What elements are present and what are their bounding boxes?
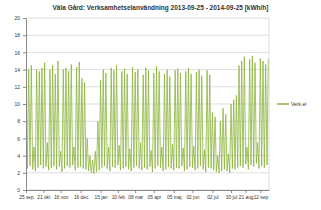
- y-tick-mark: [23, 104, 26, 105]
- y-axis: 0 2 4 6 8 10 12 14 16 18 20: [14, 15, 26, 193]
- y-tick: 6: [17, 136, 26, 142]
- y-tick-mark: [23, 87, 26, 88]
- x-tick: 16 dec: [74, 190, 89, 200]
- x-tick: 21 okt: [37, 190, 51, 200]
- grid-line: [26, 190, 269, 191]
- x-tick-mark: [43, 190, 44, 193]
- x-tick-mark: [260, 190, 261, 193]
- x-tick-label: 21 aug: [239, 195, 254, 200]
- x-tick: 16 nov: [54, 190, 69, 200]
- y-tick: 14: [14, 67, 26, 73]
- y-tick-label: 4: [17, 153, 20, 159]
- x-tick: 15 jan: [95, 190, 108, 200]
- y-tick: 0: [17, 187, 26, 193]
- x-tick-mark: [231, 190, 232, 193]
- x-axis-line: [27, 190, 270, 191]
- y-tick-mark: [23, 70, 26, 71]
- x-tick: 05 maj: [167, 190, 181, 200]
- x-tick-mark: [135, 190, 136, 193]
- x-tick-mark: [118, 190, 119, 193]
- x-tick-label: 08 mar: [128, 195, 143, 200]
- y-tick: 2: [17, 170, 26, 176]
- y-tick-mark: [23, 138, 26, 139]
- x-tick: 25 sep: [19, 190, 34, 200]
- y-tick: 16: [14, 50, 26, 56]
- y-tick-label: 16: [14, 50, 20, 56]
- x-tick-mark: [212, 190, 213, 193]
- y-tick-mark: [23, 52, 26, 53]
- y-tick-label: 6: [17, 136, 20, 142]
- x-tick-label: 16 nov: [54, 195, 69, 200]
- y-tick-label: 18: [14, 32, 20, 38]
- grid: [26, 18, 269, 190]
- y-tick: 12: [14, 84, 26, 90]
- legend: Verk.el: [277, 101, 306, 107]
- x-tick: 30 jul: [226, 190, 237, 200]
- grid-line: [26, 18, 269, 19]
- x-axis: 25 sep21 okt16 nov 16 dec 15 jan 10 feb08 m…: [19, 190, 269, 200]
- x-tick-label: 12 sep: [254, 195, 269, 200]
- x-tick-mark: [81, 190, 82, 193]
- y-tick-label: 12: [14, 84, 20, 90]
- x-tick: 02 jul: [207, 190, 218, 200]
- y-tick: 18: [14, 32, 26, 38]
- x-tick-label: 02 jul: [207, 195, 218, 200]
- x-tick-label: 16 dec: [74, 195, 89, 200]
- y-tick: 4: [17, 153, 26, 159]
- y-axis-line: [26, 19, 27, 191]
- y-tick-mark: [23, 18, 26, 19]
- title: Väla Gård: Verksamhetselanvändning 2013-…: [52, 4, 268, 12]
- x-tick-label: 21 okt: [37, 195, 51, 200]
- x-tick-label: 10 feb: [112, 195, 126, 200]
- y-tick: 10: [14, 101, 26, 107]
- y-tick-mark: [23, 156, 26, 157]
- plot-frame: [269, 18, 270, 190]
- grid-line: [26, 69, 269, 70]
- x-tick-mark: [174, 190, 175, 193]
- y-tick: 8: [17, 118, 26, 124]
- x-tick-mark: [61, 190, 62, 193]
- x-tick-label: 02 jun: [186, 195, 199, 200]
- x-tick: 10 feb: [112, 190, 126, 200]
- x-tick-mark: [26, 190, 27, 193]
- x-tick-label: 25 sep: [19, 195, 34, 200]
- y-tick-mark: [23, 173, 26, 174]
- x-tick-mark: [101, 190, 102, 193]
- x-tick: 02 jun: [186, 190, 199, 200]
- x-tick: 05 apr: [148, 190, 162, 200]
- y-tick-label: 14: [14, 67, 20, 73]
- plot-area: [26, 56, 268, 174]
- x-tick-label: 05 maj: [167, 195, 181, 200]
- y-tick-label: 10: [14, 101, 20, 107]
- x-tick: 21 aug: [239, 190, 254, 200]
- y-tick-label: 20: [14, 15, 20, 21]
- y-tick-mark: [23, 190, 26, 191]
- grid-line: [26, 52, 269, 53]
- chart-svg: Väla Gård: Verksamhetselanvändning 2013-…: [0, 0, 321, 210]
- x-tick: 08 mar: [128, 190, 143, 200]
- x-tick: 12 sep: [254, 190, 269, 200]
- legend-swatch: [277, 103, 289, 105]
- grid-line: [26, 86, 269, 87]
- y-tick-mark: [23, 35, 26, 36]
- chart-container: Väla Gård: Verksamhetselanvändning 2013-…: [0, 0, 321, 210]
- y-tick-label: 0: [17, 187, 20, 193]
- x-tick-mark: [192, 190, 193, 193]
- y-tick: 20: [14, 15, 26, 21]
- x-tick-label: 05 apr: [148, 195, 162, 200]
- x-tick-label: 15 jan: [95, 195, 108, 200]
- y-tick-label: 2: [17, 170, 20, 176]
- x-tick-mark: [154, 190, 155, 193]
- grid-line: [26, 35, 269, 36]
- y-tick-label: 8: [17, 118, 20, 124]
- x-tick-label: 30 jul: [226, 195, 237, 200]
- series-line: [26, 56, 268, 174]
- grid-line: [26, 172, 269, 173]
- y-tick-mark: [23, 121, 26, 122]
- x-tick-mark: [246, 190, 247, 193]
- legend-label: Verk.el: [291, 101, 306, 107]
